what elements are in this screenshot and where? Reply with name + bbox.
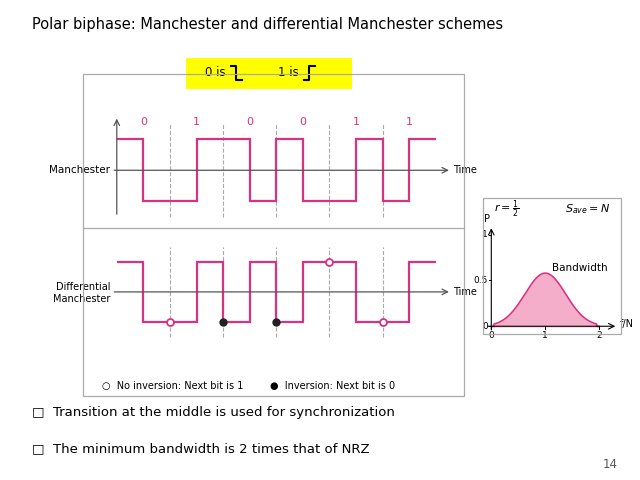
- Text: 0: 0: [300, 117, 307, 127]
- Text: 0: 0: [488, 331, 494, 340]
- FancyBboxPatch shape: [184, 55, 354, 92]
- Text: 0: 0: [483, 322, 488, 331]
- Text: 1: 1: [406, 117, 413, 127]
- Text: Manchester: Manchester: [53, 294, 110, 304]
- Text: 1: 1: [193, 117, 200, 127]
- Text: ○  No inversion: Next bit is 1: ○ No inversion: Next bit is 1: [102, 382, 243, 391]
- Text: ●  Inversion: Next bit is 0: ● Inversion: Next bit is 0: [270, 382, 396, 391]
- Text: 1: 1: [542, 331, 548, 340]
- Text: f/N: f/N: [620, 319, 634, 329]
- Text: 1 is: 1 is: [278, 66, 299, 79]
- Text: Polar biphase: Manchester and differential Manchester schemes: Polar biphase: Manchester and differenti…: [32, 17, 503, 32]
- Text: □  Transition at the middle is used for synchronization: □ Transition at the middle is used for s…: [32, 406, 395, 419]
- Text: 2: 2: [596, 331, 602, 340]
- Text: $S_{ave} = N$: $S_{ave} = N$: [564, 203, 610, 216]
- Text: 0.5: 0.5: [474, 276, 488, 285]
- Text: 0: 0: [140, 117, 147, 127]
- Text: 0 is: 0 is: [205, 66, 226, 79]
- Text: 1: 1: [483, 230, 488, 239]
- Text: □  The minimum bandwidth is 2 times that of NRZ: □ The minimum bandwidth is 2 times that …: [32, 443, 370, 456]
- Text: Bandwidth: Bandwidth: [552, 263, 607, 273]
- Text: 14: 14: [603, 458, 618, 471]
- Text: Manchester: Manchester: [49, 165, 110, 175]
- Text: Time: Time: [453, 165, 477, 175]
- Text: Time: Time: [453, 287, 477, 297]
- Text: 1: 1: [353, 117, 360, 127]
- Text: 0: 0: [246, 117, 253, 127]
- Text: $r = \frac{1}{2}$: $r = \frac{1}{2}$: [494, 199, 520, 220]
- Text: P: P: [484, 214, 490, 224]
- Text: Differential: Differential: [56, 282, 110, 292]
